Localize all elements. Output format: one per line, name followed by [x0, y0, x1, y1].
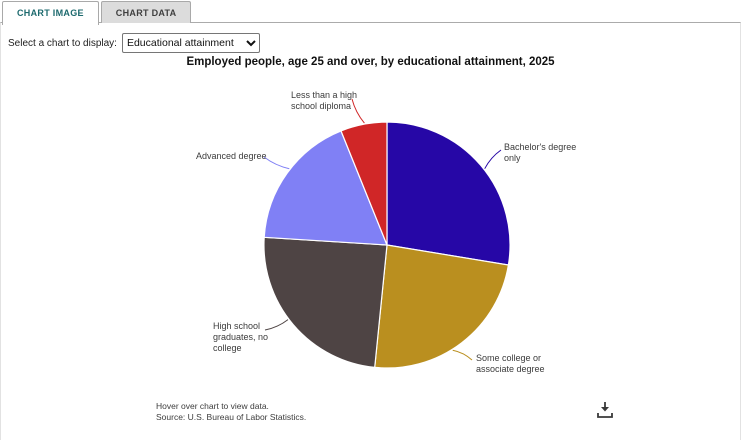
- download-button[interactable]: [592, 398, 618, 422]
- tab-chart-data[interactable]: CHART DATA: [100, 1, 192, 23]
- chart-footnote: Hover over chart to view data. Source: U…: [156, 401, 306, 423]
- download-icon: [597, 402, 613, 418]
- slice-label-bachelors-degree-only: Bachelor's degree only: [504, 142, 577, 163]
- pie-slice-some-college-or-associate-degree[interactable]: [374, 244, 510, 369]
- pie-slice-high-school-graduates-no-college[interactable]: [263, 236, 388, 369]
- tab-bar: CHART IMAGE CHART DATA: [2, 1, 192, 25]
- slice-label-advanced-degree: Advanced degree: [196, 151, 267, 161]
- pie-slice-bachelor-s-degree-only[interactable]: [386, 121, 511, 266]
- leader-line-bachelor-s-degree-only: [484, 149, 502, 169]
- chart-title: Employed people, age 25 and over, by edu…: [186, 56, 555, 68]
- slice-label-less-than-high-school-diploma: Less than a high school diploma: [291, 90, 358, 111]
- pie-slice-advanced-degree[interactable]: [263, 130, 388, 246]
- chart-select-label: Select a chart to display:: [8, 37, 117, 49]
- leader-line-some-college-or-associate-degree: [452, 349, 473, 361]
- hover-hint: Hover over chart to view data.: [156, 401, 269, 411]
- chart-select-row: Select a chart to display: Educational a…: [8, 33, 260, 53]
- pie-slice-less-than-a-high-school-diploma[interactable]: [340, 121, 388, 246]
- slice-label-some-college-or-associate-degree: Some college or associate degree: [476, 353, 545, 374]
- tab-chart-image[interactable]: CHART IMAGE: [2, 1, 99, 25]
- slice-label-high-school-graduates-no-college: High school graduates, no college: [213, 321, 269, 353]
- chart-select[interactable]: Educational attainment: [121, 33, 260, 53]
- source-note: Source: U.S. Bureau of Labor Statistics.: [156, 412, 307, 422]
